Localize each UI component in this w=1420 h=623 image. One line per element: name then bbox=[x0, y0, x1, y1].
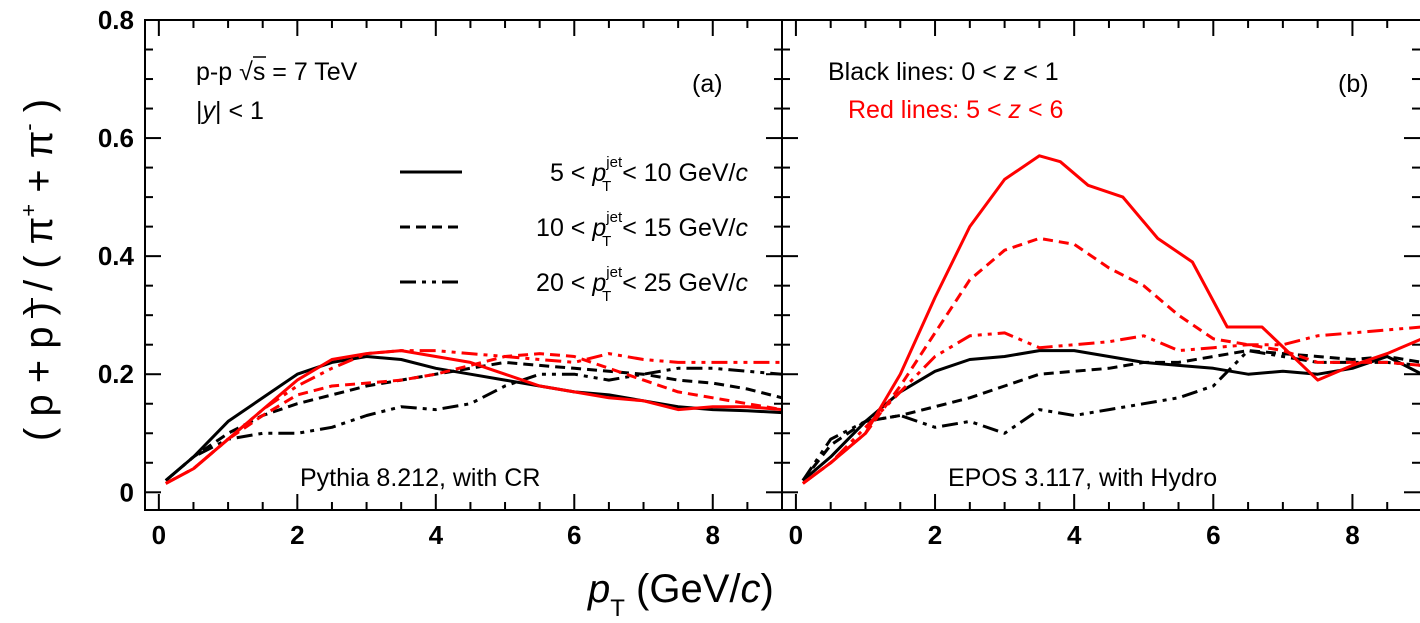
series-line-black-dashdotdot bbox=[801, 349, 1420, 482]
y-tick-label: 0.2 bbox=[98, 359, 134, 389]
series-line-red-dashed bbox=[802, 236, 1420, 485]
panel-b-ticks bbox=[782, 19, 1420, 510]
panel-b-series bbox=[801, 154, 1420, 485]
panel-a-label: (a) bbox=[692, 70, 723, 98]
series-line-red-solid bbox=[165, 349, 783, 485]
series-line-black-dashed bbox=[164, 360, 783, 482]
panel-a-series bbox=[164, 349, 783, 485]
legend-entry: 10 < pjet T < 15 GeV/c bbox=[536, 209, 748, 250]
y-tick-label: 0 bbox=[120, 477, 134, 507]
x-tick-label: 6 bbox=[1206, 520, 1220, 550]
y-tick-label: 0.8 bbox=[98, 5, 134, 35]
series-line-red-dashdotdot bbox=[802, 325, 1420, 485]
panel-a-model: Pythia 8.212, with CR bbox=[300, 464, 540, 492]
x-axis-title: pT (GeV/c) bbox=[587, 567, 774, 622]
y-tick-labels: 0 0.2 0.4 0.6 0.8 bbox=[98, 5, 135, 507]
legend-entry: 5 < pjet T < 10 GeV/c bbox=[550, 154, 749, 195]
panel-b-model: EPOS 3.117, with Hydro bbox=[948, 464, 1217, 492]
x-tick-label: 8 bbox=[1345, 520, 1359, 550]
x-tick-label: 0 bbox=[152, 520, 166, 550]
y-axis-title: ( p + p ) / ( π+ + π- ) bbox=[16, 99, 61, 441]
svg-text:( p + p ) / ( π+ + π- ): ( p + p ) / ( π+ + π- ) bbox=[16, 99, 61, 441]
panel-b-x-tick-labels: 0 2 4 6 8 bbox=[789, 520, 1360, 550]
panel-b-red-note: Red lines: 5 < z < 6 bbox=[848, 96, 1063, 124]
y-tick-label: 0.4 bbox=[98, 241, 135, 271]
panel-a-rapidity-text: |y| < 1 bbox=[196, 97, 264, 125]
panel-b-label: (b) bbox=[1338, 70, 1369, 98]
panel-b-black-note: Black lines: 0 < z < 1 bbox=[828, 58, 1059, 86]
y-tick-label: 0.6 bbox=[98, 123, 134, 153]
series-line-red-dashed bbox=[165, 352, 783, 485]
x-tick-label: 8 bbox=[706, 520, 720, 550]
series-line-black-solid bbox=[164, 355, 783, 482]
series-line-black-dashdotdot bbox=[164, 366, 783, 482]
x-tick-label: 4 bbox=[1067, 520, 1082, 550]
panel-a bbox=[144, 19, 783, 511]
x-tick-label: 2 bbox=[290, 520, 304, 550]
series-line-red-dashdotdot bbox=[165, 349, 782, 485]
legend: 5 < pjet T < 10 GeV/c 10 < pjet T < 15 GeV/… bbox=[400, 154, 749, 305]
x-tick-label: 4 bbox=[429, 520, 444, 550]
panel-a-x-tick-labels: 0 2 4 6 8 bbox=[152, 520, 720, 550]
x-tick-label: 0 bbox=[789, 520, 803, 550]
panel-b bbox=[781, 19, 1420, 511]
panel-a-system-text: p-p √s = 7 TeV bbox=[196, 58, 358, 86]
series-line-red-solid bbox=[802, 154, 1420, 485]
series-line-black-dashed bbox=[801, 349, 1420, 482]
legend-entry: 20 < pjet T < 25 GeV/c bbox=[536, 264, 748, 305]
x-tick-label: 2 bbox=[928, 520, 942, 550]
panel-b-frame bbox=[781, 19, 1420, 511]
x-tick-label: 6 bbox=[567, 520, 581, 550]
